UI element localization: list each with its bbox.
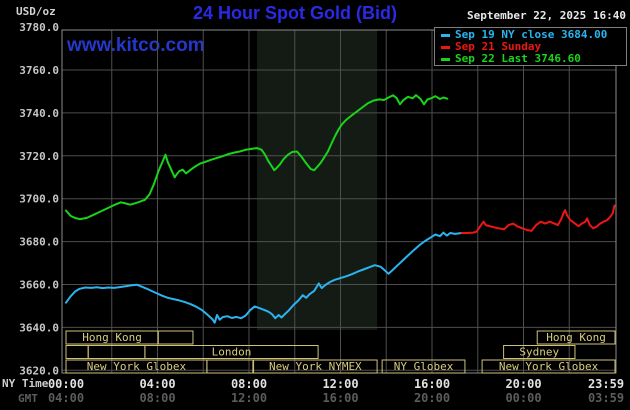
page-title: 24 Hour Spot Gold (Bid)	[193, 3, 397, 23]
legend-label: Sep 19 NY close 3684.00	[455, 28, 608, 41]
x-tick-label: 20:00	[505, 377, 541, 391]
ny-time-axis-label: NY Time	[2, 377, 49, 390]
session-label: New York Globex	[87, 360, 187, 373]
legend-dash-icon	[441, 33, 450, 37]
legend-label: Sep 21 Sunday	[455, 40, 542, 53]
y-tick-label: 3660.0	[19, 279, 59, 292]
legend-label: Sep 22 Last 3746.60	[455, 52, 581, 65]
session-label: Sydney	[519, 346, 559, 359]
nymex-session-shading	[257, 30, 378, 330]
session-label: Hong Kong	[546, 331, 606, 344]
y-tick-label: 3740.0	[19, 107, 59, 120]
session-box	[87, 345, 146, 359]
x-tick-label: 00:00	[505, 391, 541, 405]
y-tick-label: 3780.0	[19, 21, 59, 34]
y-tick-label: 3720.0	[19, 150, 59, 163]
x-tick-label: 12:00	[231, 391, 267, 405]
price-line-sep-19	[65, 231, 463, 324]
session-box	[536, 330, 616, 345]
x-tick-label: 04:00	[139, 377, 175, 391]
x-tick-label: 00:00	[48, 377, 84, 391]
x-tick-label: 08:00	[139, 391, 175, 405]
x-tick-label: 20:00	[414, 391, 450, 405]
kitco-watermark-link[interactable]: www.kitco.com	[67, 35, 205, 56]
price-line-sep-22	[65, 94, 449, 221]
session-label: NY Globex	[394, 360, 454, 373]
x-tick-label: 16:00	[322, 391, 358, 405]
x-tick-label: 16:00	[414, 377, 450, 391]
x-tick-label: 23:59	[588, 377, 624, 391]
session-box	[144, 345, 319, 359]
legend-item: Sep 21 Sunday	[441, 41, 626, 53]
y-tick-label: 3640.0	[19, 321, 59, 334]
session-label: London	[212, 346, 252, 359]
x-tick-label: 04:00	[48, 391, 84, 405]
session-box	[206, 359, 254, 374]
session-box	[503, 345, 576, 359]
unit-label: USD/oz	[16, 5, 56, 18]
legend-dash-icon	[441, 45, 450, 49]
session-label: New York Globex	[499, 360, 599, 373]
gmt-axis-label: GMT	[18, 392, 38, 405]
legend-item: Sep 22 Last 3746.60	[441, 53, 626, 65]
y-tick-label: 3760.0	[19, 64, 59, 77]
y-tick-label: 3680.0	[19, 236, 59, 249]
chart-datetime: September 22, 2025 16:40	[467, 9, 626, 22]
price-line-sep-21	[460, 204, 616, 234]
x-tick-label: 03:59	[588, 391, 624, 405]
x-tick-label: 08:00	[231, 377, 267, 391]
y-tick-label: 3700.0	[19, 193, 59, 206]
chart-legend: Sep 19 NY close 3684.00 Sep 21 Sunday Sep …	[434, 27, 627, 66]
session-box	[381, 359, 466, 374]
session-box	[157, 330, 194, 345]
session-box	[253, 359, 378, 374]
legend-dash-icon	[441, 57, 450, 61]
y-tick-label: 3620.0	[19, 364, 59, 377]
session-label: New York NYMEX	[269, 360, 362, 373]
session-box	[481, 359, 616, 374]
x-tick-label: 12:00	[322, 377, 358, 391]
legend-item: Sep 19 NY close 3684.00	[441, 29, 626, 41]
session-box	[65, 345, 89, 359]
session-label: Hong Kong	[82, 331, 142, 344]
